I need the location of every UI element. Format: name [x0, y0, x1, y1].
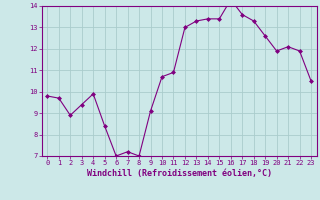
X-axis label: Windchill (Refroidissement éolien,°C): Windchill (Refroidissement éolien,°C) — [87, 169, 272, 178]
